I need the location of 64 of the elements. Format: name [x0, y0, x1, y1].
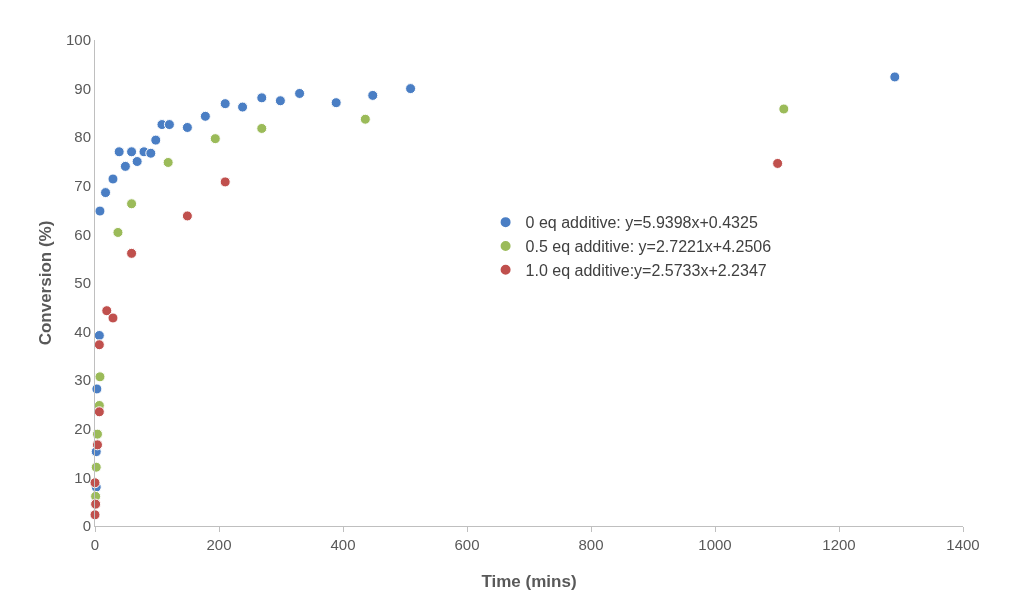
y-tick-label: 20: [74, 420, 91, 438]
point: [107, 312, 119, 324]
y-tick-label: 50: [74, 274, 91, 292]
point: [94, 205, 106, 217]
x-tick-label: 1400: [946, 536, 980, 553]
point: [889, 71, 901, 83]
y-tick-label: 80: [74, 128, 91, 146]
point: [162, 156, 174, 168]
point: [91, 439, 103, 451]
point: [405, 83, 417, 95]
point: [256, 122, 268, 134]
point: [359, 113, 371, 125]
y-tick-label: 70: [74, 177, 91, 195]
point: [330, 97, 342, 109]
point: [199, 110, 211, 122]
point: [112, 226, 124, 238]
point: [91, 383, 103, 395]
point: [772, 157, 784, 169]
point: [91, 428, 103, 440]
point: [107, 173, 119, 185]
x-tick-label: 200: [206, 536, 232, 553]
point: [131, 156, 143, 167]
point: [181, 210, 193, 222]
point: [256, 92, 268, 104]
point: [237, 101, 249, 113]
point: [219, 176, 231, 188]
point: [89, 509, 101, 521]
x-tick-label: 400: [330, 536, 356, 553]
y-axis-title: Conversion (%): [36, 220, 55, 346]
point: [90, 498, 102, 510]
point: [274, 95, 286, 107]
point: [101, 305, 113, 317]
point: [90, 461, 102, 473]
point: [119, 160, 131, 172]
point: [100, 187, 112, 199]
point: [778, 103, 790, 115]
x-tick-label: 1000: [698, 536, 732, 553]
point: [126, 247, 138, 259]
y-tick-label: 30: [74, 371, 91, 389]
x-axis-title: Time (mins): [481, 572, 577, 591]
point: [145, 147, 157, 159]
point: [209, 133, 221, 145]
x-tick-label: 600: [454, 536, 480, 553]
point: [126, 146, 138, 158]
point: [181, 121, 193, 133]
point: [113, 146, 125, 158]
point: [163, 119, 175, 131]
y-tick-label: 60: [74, 225, 91, 243]
y-tick-label: 90: [74, 79, 91, 97]
legend-label: 0 eq additive: y=5.9398x+0.4325: [525, 214, 758, 232]
point: [94, 371, 106, 383]
point: [294, 87, 306, 99]
x-tick-label: 1200: [822, 536, 856, 553]
point: [367, 89, 379, 101]
y-tick-label: 100: [65, 31, 91, 49]
x-tick-label: 800: [578, 536, 604, 553]
y-tick-label: 0: [82, 517, 91, 535]
point: [126, 198, 138, 210]
legend-label: 0.5 eq additive: y=2.7221x+4.2506: [525, 238, 772, 256]
y-tick-label: 40: [74, 322, 91, 340]
point: [150, 134, 162, 146]
point: [219, 98, 231, 110]
legend-label: 1.0 eq additive:y=2.5733x+2.2347: [525, 261, 767, 279]
y-tick-label: 10: [74, 468, 91, 486]
